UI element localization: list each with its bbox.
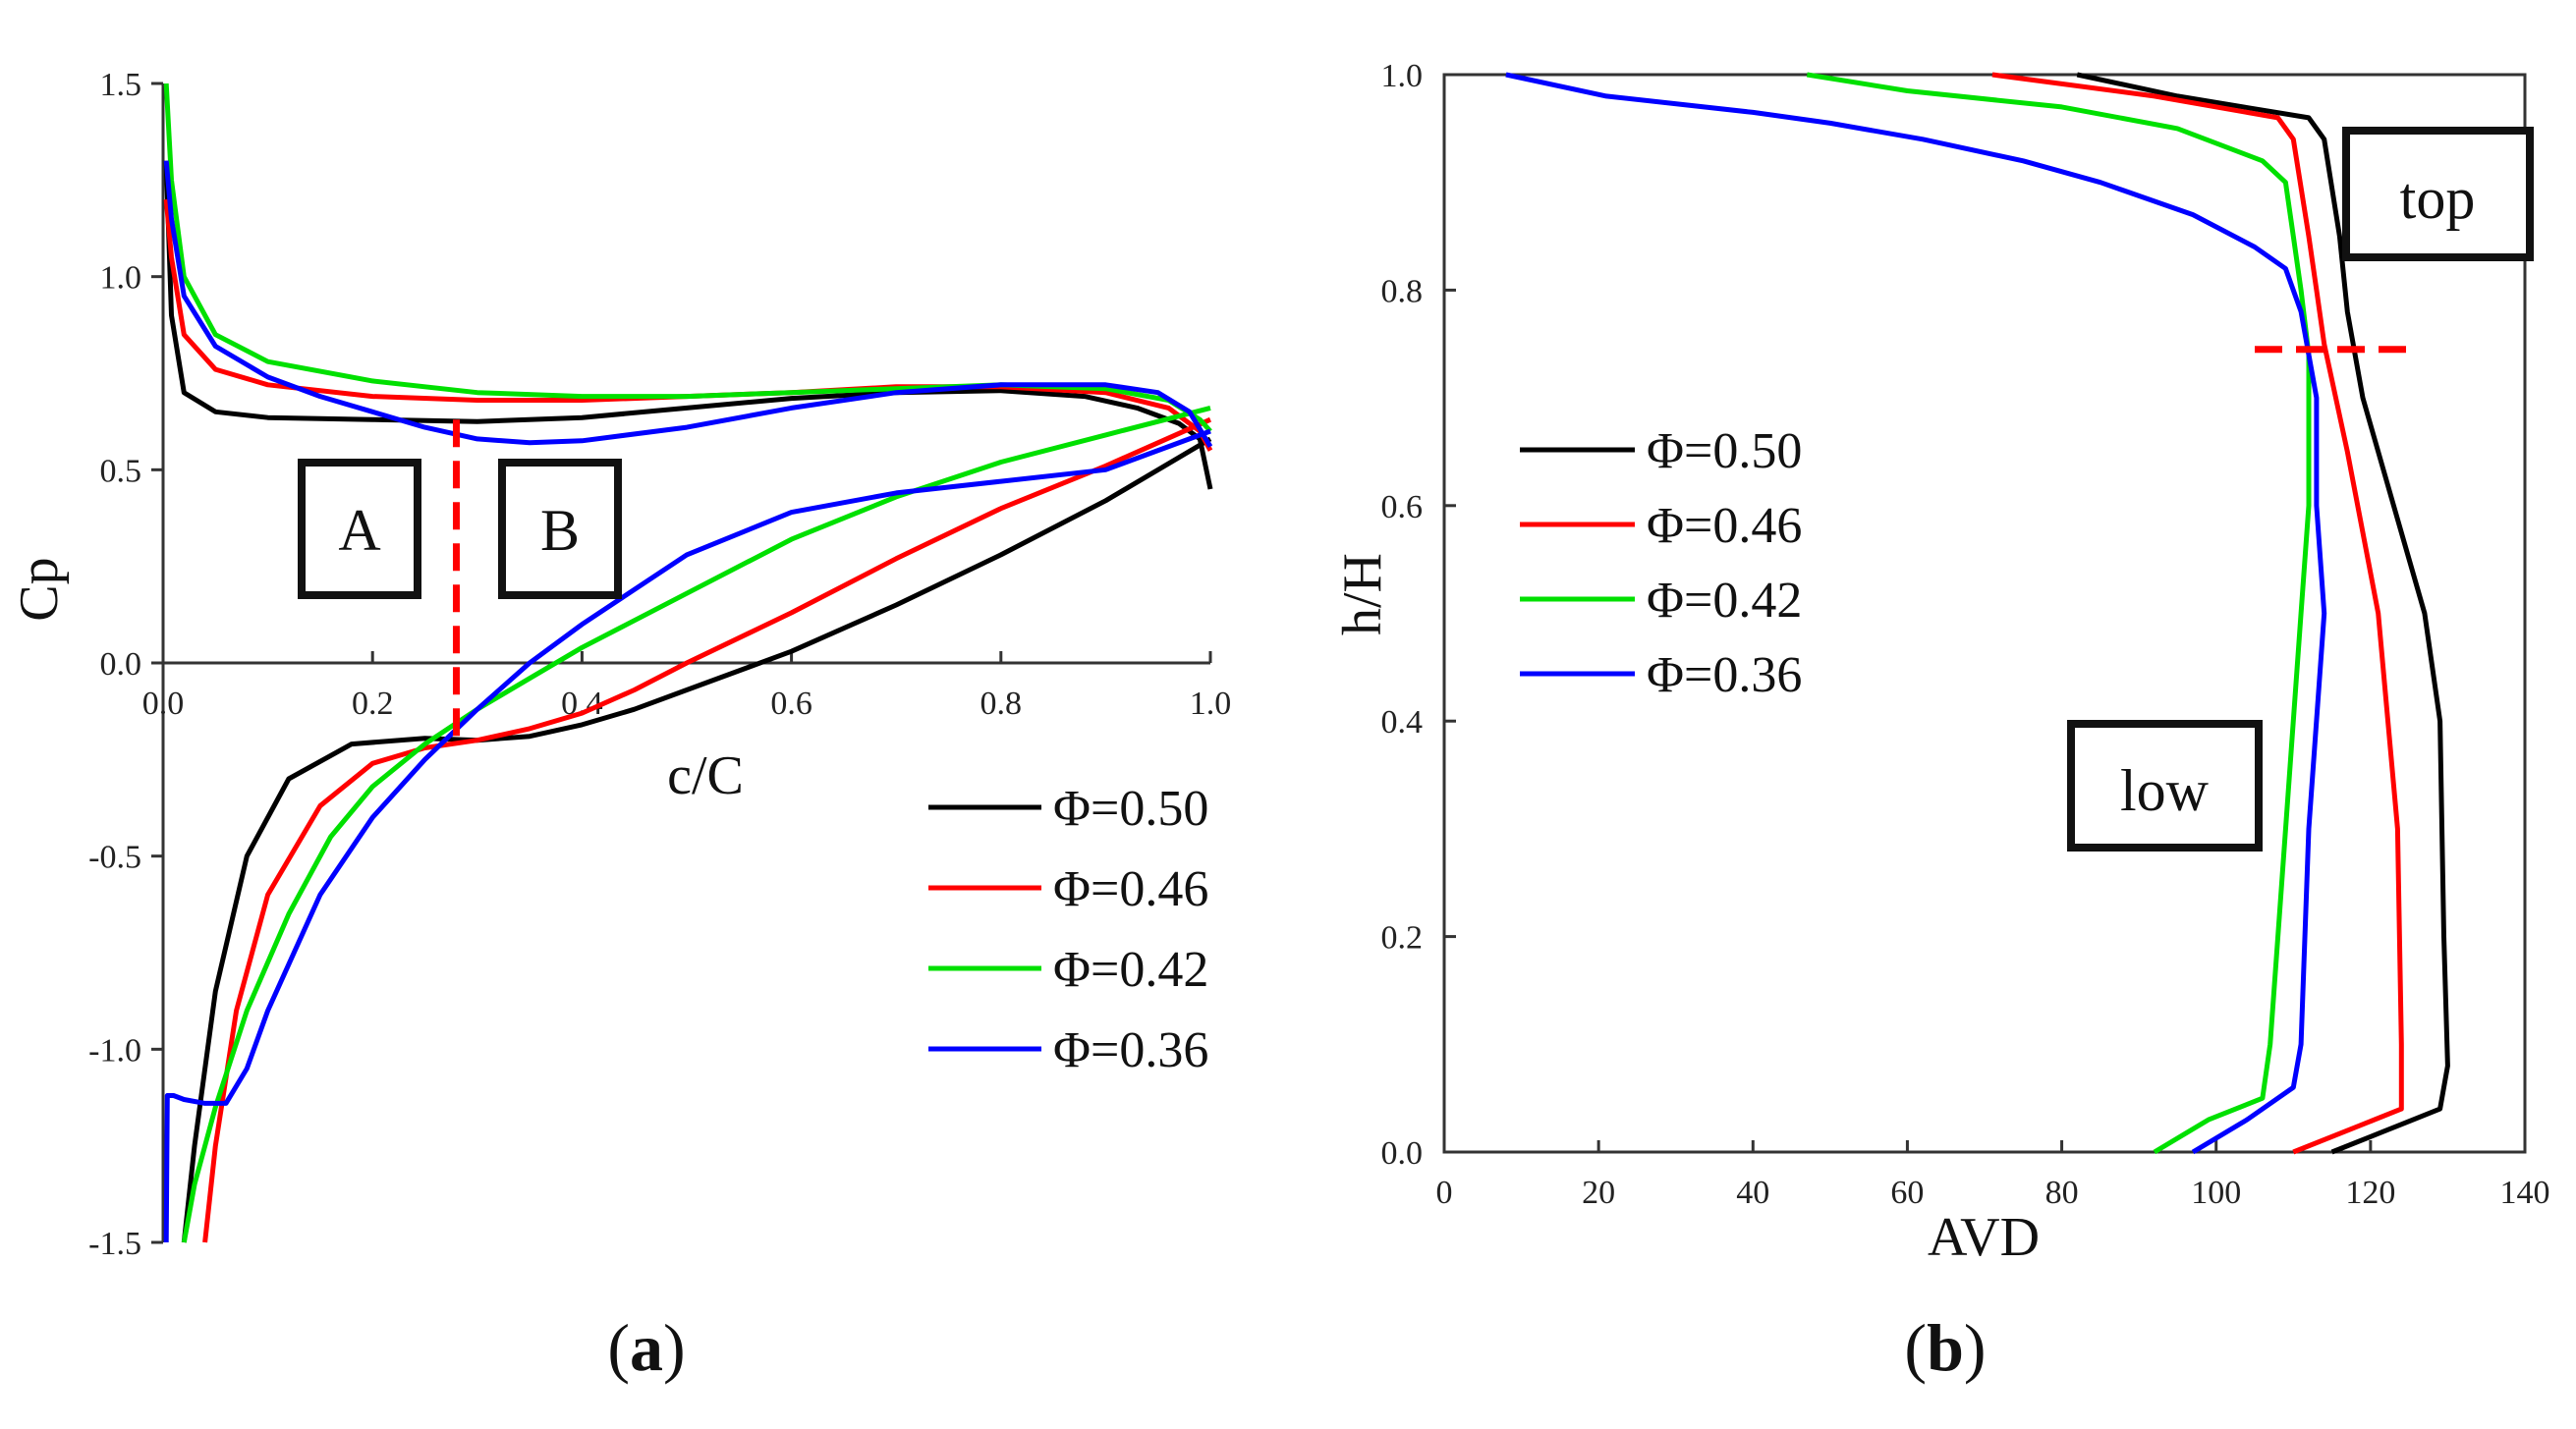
x-tick-label-a: 0.2 <box>352 686 394 722</box>
region-top-box: top <box>2342 127 2534 261</box>
x-tick-label-b: 120 <box>2345 1175 2395 1211</box>
region-a-label: A <box>338 498 380 563</box>
x-tick-label-b: 80 <box>2045 1175 2079 1211</box>
y-ticks-b: 0.0 0.2 0.4 0.6 0.8 1.0 <box>1381 58 1456 1172</box>
panel-letter-b: b <box>1927 1310 1964 1385</box>
y-tick-label-b: 0.8 <box>1381 273 1424 309</box>
legend-label-b: Φ=0.42 <box>1647 573 1802 629</box>
x-tick-label-a: 0.0 <box>142 686 185 722</box>
line-a-0-50-lower <box>181 436 1212 1243</box>
paren-close-b: ) <box>1964 1310 1987 1385</box>
chart-panel-a: -1.5-1.0-0.50.00.51.01.5 0.0 0.2 0.4 0.6 0.8… <box>9 67 1231 1385</box>
line-b-0-36 <box>1505 72 2327 1155</box>
plot-frame-b <box>1442 73 2527 1154</box>
x-tick-label-a: 1.0 <box>1190 686 1232 722</box>
legend-label-b: Φ=0.36 <box>1647 647 1802 703</box>
y-tick-label-b: 1.0 <box>1381 58 1424 94</box>
x-axis-label-a: c/C <box>667 745 744 806</box>
legend-label-b: Φ=0.50 <box>1647 423 1802 479</box>
y-tick-label-b: 0.2 <box>1381 920 1424 957</box>
x-ticks-a: 0.0 0.2 0.4 0.6 0.8 1.0 <box>142 651 1232 722</box>
legend-label-b: Φ=0.46 <box>1647 498 1802 554</box>
region-top-label: top <box>2400 166 2476 231</box>
series-lines-b <box>1505 72 2450 1155</box>
x-tick-label-b: 140 <box>2500 1175 2550 1211</box>
x-tick-label-a: 0.6 <box>770 686 812 722</box>
line-a-0-36-upper <box>163 160 1213 448</box>
x-tick-label-b: 40 <box>1736 1175 1769 1211</box>
legend-label-a: Φ=0.42 <box>1053 942 1208 998</box>
region-b-label: B <box>540 498 580 563</box>
paren-open-a: ( <box>607 1310 630 1385</box>
legend-label-a: Φ=0.36 <box>1053 1022 1208 1078</box>
series-lines-a <box>163 82 1213 1243</box>
legend-b: Φ=0.50 Φ=0.46 Φ=0.42 Φ=0.36 <box>1520 423 1802 703</box>
x-tick-label-b: 60 <box>1890 1175 1924 1211</box>
line-a-0-46-lower <box>202 416 1212 1243</box>
y-tick-label-a: 0.5 <box>100 453 142 489</box>
legend-label-a: Φ=0.50 <box>1053 781 1208 837</box>
line-a-0-36-lower <box>163 428 1211 1243</box>
y-axis-label-a: Cp <box>9 557 70 621</box>
x-ticks-b: 0 20 40 60 80 100 120 140 <box>1436 1140 2550 1211</box>
line-a-0-50-upper <box>163 160 1213 490</box>
region-low-box: low <box>2067 720 2263 852</box>
region-low-label: low <box>2120 758 2210 823</box>
panel-label-a: (a) <box>607 1310 685 1385</box>
legend-label-a: Φ=0.46 <box>1053 861 1208 917</box>
region-b-box: B <box>498 459 622 599</box>
y-tick-label-a: 1.0 <box>100 260 142 297</box>
y-axis-label-b: h/H <box>1332 553 1393 635</box>
x-tick-label-a: 0.8 <box>980 686 1023 722</box>
y-ticks-a: -1.5 -1.0 -0.5 0.0 0.5 1.0 1.5 <box>88 67 163 1262</box>
line-a-0-46-upper <box>163 198 1213 452</box>
paren-open-b: ( <box>1904 1310 1927 1385</box>
x-tick-label-b: 100 <box>2191 1175 2241 1211</box>
y-tick-label-b: 0.4 <box>1381 704 1424 741</box>
line-b-0-50 <box>2076 72 2450 1155</box>
y-tick-label-a: 0.0 <box>100 646 142 683</box>
y-tick-label-b: 0.0 <box>1381 1135 1424 1172</box>
paren-close-a: ) <box>663 1310 686 1385</box>
chart-panel-b: 0.0 0.2 0.4 0.6 0.8 1.0 0 20 40 60 80 100 120 140 to… <box>1332 58 2550 1385</box>
y-tick-label-a: -0.5 <box>88 840 141 876</box>
y-tick-label-a: -1.0 <box>88 1032 141 1069</box>
x-axis-label-b: AVD <box>1928 1207 2040 1268</box>
y-tick-label-b: 0.6 <box>1381 489 1424 525</box>
panel-label-b: (b) <box>1904 1310 1986 1385</box>
line-b-0-46 <box>1991 72 2404 1155</box>
region-a-box: A <box>298 459 421 599</box>
legend-a: Φ=0.50 Φ=0.46 Φ=0.42 Φ=0.36 <box>928 781 1208 1078</box>
y-tick-label-a: -1.5 <box>88 1226 141 1262</box>
line-a-0-42-upper <box>163 82 1212 433</box>
y-tick-label-a: 1.5 <box>100 67 142 103</box>
panel-letter-a: a <box>630 1310 663 1385</box>
x-tick-label-b: 20 <box>1582 1175 1615 1211</box>
x-tick-label-b: 0 <box>1436 1175 1453 1211</box>
